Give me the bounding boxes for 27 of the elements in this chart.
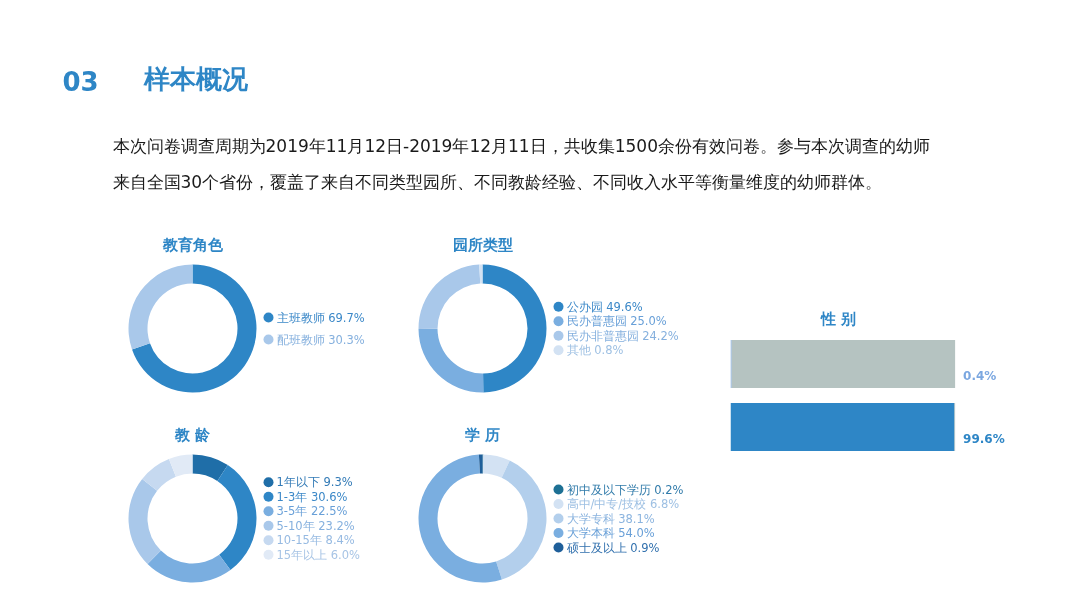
legend-label: 15年以上 6.0%: [276, 547, 361, 562]
legend-label: 硕士及以上 0.9%: [565, 540, 660, 555]
legend-label: 1-3年 30.6%: [276, 489, 348, 504]
legend-label: 1年以下 9.3%: [276, 475, 353, 490]
legend-label: 高中/中专/技校 6.8%: [566, 497, 680, 511]
text: 性 别: [820, 309, 857, 328]
legend-label: 民办非普惠园 24.2%: [566, 328, 679, 343]
legend-label: 配班教师 30.3%: [276, 332, 365, 347]
legend-label: 5-10年 23.2%: [276, 518, 355, 533]
legend-label: 大学专科 38.1%: [566, 511, 655, 526]
chart-title: 学 历: [464, 425, 501, 444]
text: 本次问卷调查周期为2019年11月12日-2019年12月11日，共收集1500余份有效问卷。参与本次调查的幼师来自全国30个省份，覆盖了来自不同类型园所、不同教龄经验、不同收入水平等衡量维度的幼师群体。: [112, 135, 930, 192]
chart-title: 教育角色: [161, 235, 224, 254]
legend-label: 公办园 49.6%: [566, 299, 643, 314]
legend-label: 3-5年 22.5%: [276, 504, 348, 519]
legend-label: 10-15年 8.4%: [276, 533, 355, 548]
text: 03: [62, 66, 99, 97]
legend-label: 其他 0.8%: [566, 343, 624, 358]
legend-label: 主班教师 69.7%: [276, 310, 365, 325]
chart-title: 园所类型: [452, 235, 513, 254]
legend-label: 民办普惠园 25.0%: [566, 314, 667, 329]
legend-label: 大学本科 54.0%: [566, 526, 655, 540]
text: 样本概况: [142, 63, 249, 94]
legend-label: 初中及以下学历 0.2%: [566, 482, 684, 497]
data-label: 99.6%: [963, 432, 1005, 446]
chart-title: 教 龄: [173, 425, 212, 444]
data-label: 0.4%: [963, 369, 997, 383]
